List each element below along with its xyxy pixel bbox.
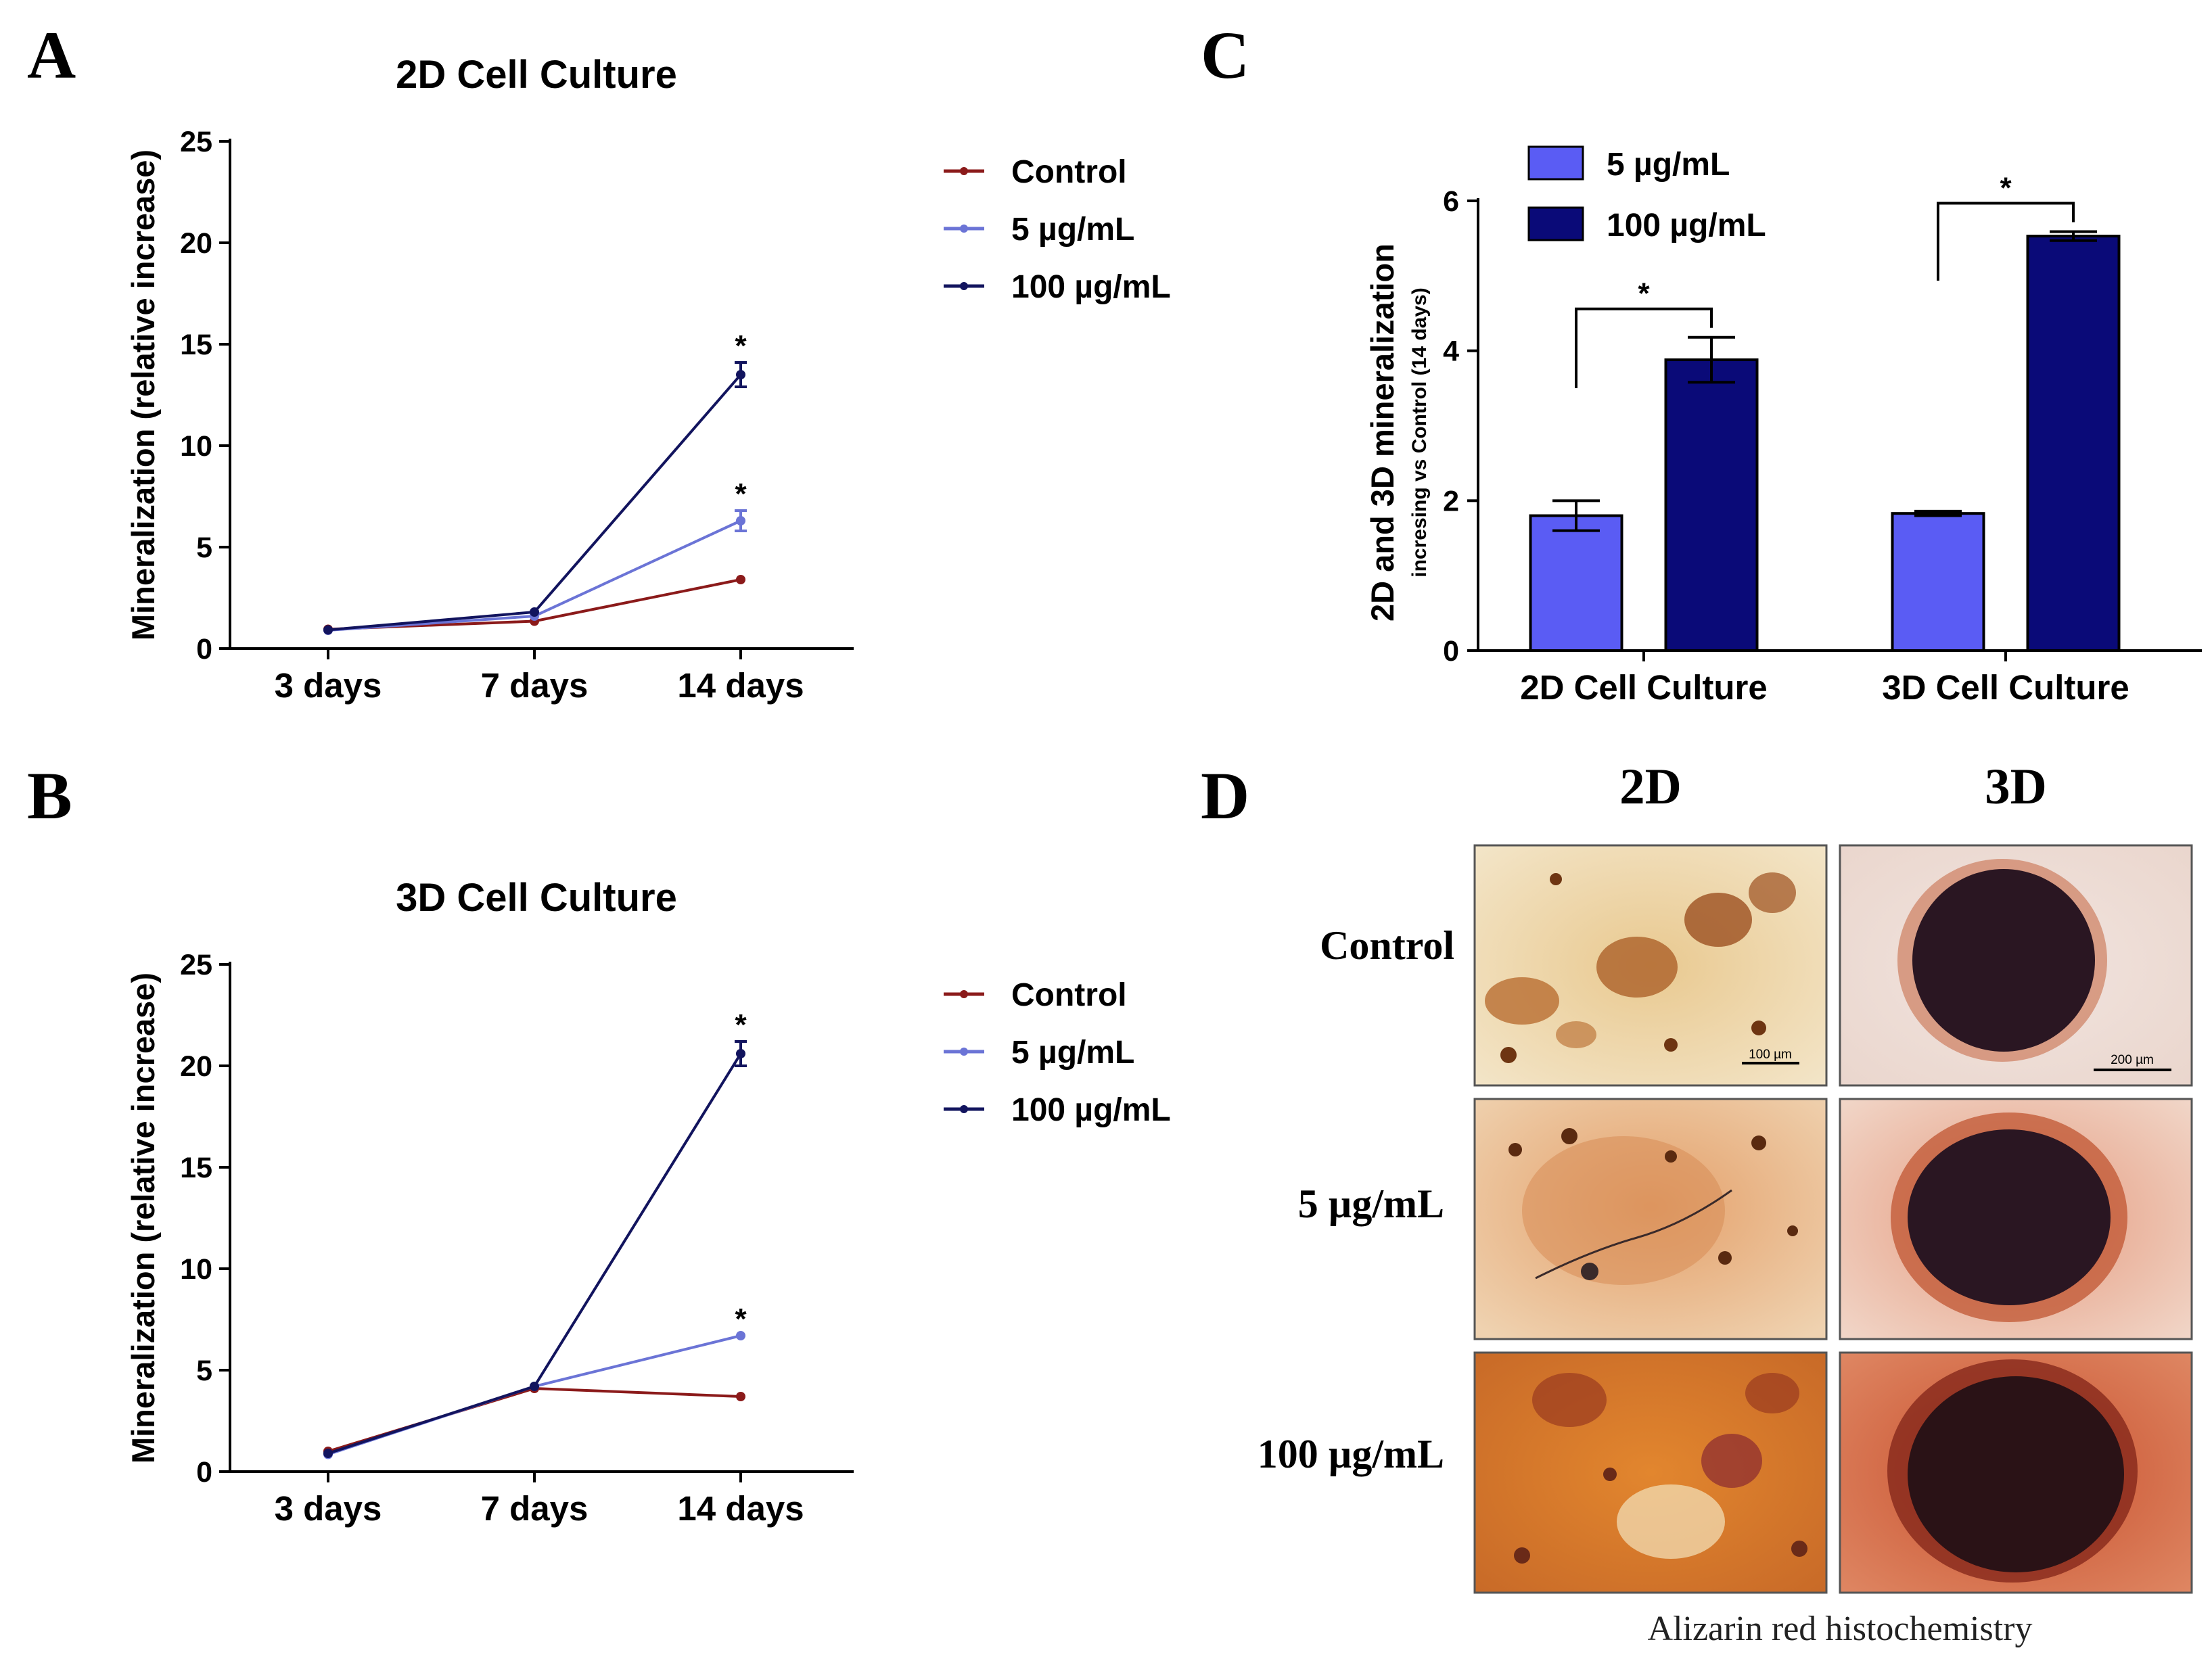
chart-a-ytick-label: 20 [180, 227, 212, 260]
chart-c-significance-star: * [1638, 277, 1650, 310]
chart-a-ytick-label: 15 [180, 329, 212, 361]
chart-a-legend-label: 5 µg/mL [1011, 212, 1134, 248]
col-header-2d: 2D [1619, 759, 1682, 815]
chart-c-bar [1891, 512, 1985, 652]
chart-b-significance-star: * [735, 1008, 747, 1041]
row-label-control: Control [1320, 923, 1454, 968]
chart-a-significance-star: * [735, 477, 747, 511]
chart-a-xtick-label: 14 days [677, 666, 804, 705]
chart-b-series-line [327, 1386, 741, 1453]
chart-c-ytick-label: 2 [1443, 485, 1459, 517]
chart-b-legend-marker [960, 990, 968, 998]
chart-c-legend-label: 100 µg/mL [1607, 208, 1766, 243]
panel-label-d: D [1201, 758, 1249, 833]
chart-b-point [323, 1449, 333, 1458]
chart-c-bar [1529, 514, 1623, 652]
chart-c-xtick-label: 3D Cell Culture [1882, 668, 2129, 707]
chart-a-significance-star: * [735, 329, 747, 362]
chart-b-legend-label: 5 µg/mL [1011, 1035, 1134, 1071]
chart-c-ytick-label: 0 [1443, 635, 1459, 667]
chart-b-xtick-label: 7 days [481, 1489, 589, 1528]
chart-c-xtick-label: 2D Cell Culture [1520, 668, 1768, 707]
panel-label-c: C [1201, 18, 1249, 93]
micrograph-3d-5ug [1839, 1098, 2193, 1340]
row-label-5: 5 µg/mL [1298, 1181, 1444, 1226]
chart-a-title: 2D Cell Culture [396, 53, 677, 97]
panel-label-b: B [27, 758, 72, 833]
chart-a-xtick-label: 7 days [481, 666, 589, 705]
chart-b-title: 3D Cell Culture [396, 876, 677, 920]
panel-a-line-chart: 2D Cell Culture 0 5 10 15 20 25 3 days 7 days 14 … [125, 53, 1171, 705]
chart-b-xtick-label: 14 days [677, 1489, 804, 1528]
chart-b-legend-marker [960, 1105, 968, 1113]
micrograph-2d-control: 100 µm [1473, 844, 1828, 1087]
chart-c-y-axis-label: 2D and 3D mineralization [1364, 243, 1400, 622]
micrograph-3d-100ug [1839, 1351, 2193, 1594]
chart-a-point [530, 607, 539, 617]
chart-a-legend-marker [960, 225, 968, 233]
chart-a-y-axis-label: Mineralization (relative increase) [125, 149, 161, 640]
chart-b-significance-star: * [735, 1303, 747, 1336]
chart-b-point [530, 1382, 539, 1391]
chart-c-bar [2026, 235, 2121, 652]
panel-c-bar-chart: 0 2 4 6 2D Cell Culture 3D Cell Culture 5 µg/m… [1364, 145, 2202, 707]
chart-c-y-axis-sublabel: incresing vs Control (14 days) [1408, 287, 1431, 577]
chart-a-legend-marker [960, 167, 968, 175]
chart-a-point [736, 516, 745, 525]
panel-d-histology-grid: 2D 3D Control 5 µg/mL 100 µg/mL 100 µm 2… [1258, 759, 2193, 1648]
chart-c-significance-bracket [1575, 307, 1713, 388]
panel-b-line-chart: 3D Cell Culture 0 5 10 15 20 25 3 days 7 days 14 … [125, 876, 1171, 1528]
chart-b-y-axis-label: Mineralization (relative increase) [125, 973, 161, 1463]
chart-b-point [736, 1392, 745, 1401]
micrograph-2d-5ug [1473, 1098, 1828, 1340]
chart-c-legend-label: 5 µg/mL [1607, 147, 1730, 183]
chart-c-ytick-label: 6 [1443, 185, 1459, 218]
chart-b-ytick-label: 15 [180, 1152, 212, 1184]
chart-b-legend-marker [960, 1048, 968, 1056]
chart-b-ytick-label: 25 [180, 949, 212, 981]
chart-b-point [736, 1049, 745, 1058]
chart-a-ytick-label: 10 [180, 430, 212, 463]
chart-c-significance-bracket [1937, 202, 2075, 281]
row-label-100: 100 µg/mL [1258, 1432, 1444, 1476]
chart-b-ytick-label: 10 [180, 1253, 212, 1286]
chart-a-ytick-label: 0 [196, 633, 212, 665]
scale-bar-2d: 100 µm [1749, 1048, 1792, 1062]
chart-b-point [736, 1331, 745, 1340]
scale-bar-3d: 200 µm [2111, 1053, 2154, 1067]
chart-b-xtick-label: 3 days [275, 1489, 382, 1528]
chart-b-ytick-label: 5 [196, 1355, 212, 1387]
chart-a-ytick-label: 5 [196, 532, 212, 564]
col-header-3d: 3D [1985, 759, 2047, 815]
chart-a-xtick-label: 3 days [275, 666, 382, 705]
chart-b-legend-label: Control [1011, 977, 1127, 1013]
chart-c-ytick-label: 4 [1443, 335, 1459, 368]
chart-b-legend-label: 100 µg/mL [1011, 1092, 1171, 1128]
chart-c-bar [1664, 358, 1759, 652]
chart-b-ytick-label: 20 [180, 1050, 212, 1083]
chart-c-legend-swatch [1527, 206, 1584, 241]
chart-a-point [323, 625, 333, 635]
chart-a-legend-marker [960, 282, 968, 290]
chart-a-legend-label: Control [1011, 154, 1127, 190]
chart-c-legend-swatch [1527, 145, 1584, 181]
micrograph-3d-control: 200 µm [1839, 844, 2193, 1087]
chart-c-significance-star: * [2000, 171, 2012, 204]
chart-a-ytick-label: 25 [180, 126, 212, 158]
panel-d-caption: Alizarin red histochemistry [1648, 1610, 2033, 1648]
panel-label-a: A [27, 18, 76, 93]
chart-a-point [736, 575, 745, 584]
chart-a-point [736, 370, 745, 379]
chart-b-ytick-label: 0 [196, 1456, 212, 1489]
chart-a-legend-label: 100 µg/mL [1011, 269, 1171, 305]
micrograph-2d-100ug [1473, 1351, 1828, 1594]
